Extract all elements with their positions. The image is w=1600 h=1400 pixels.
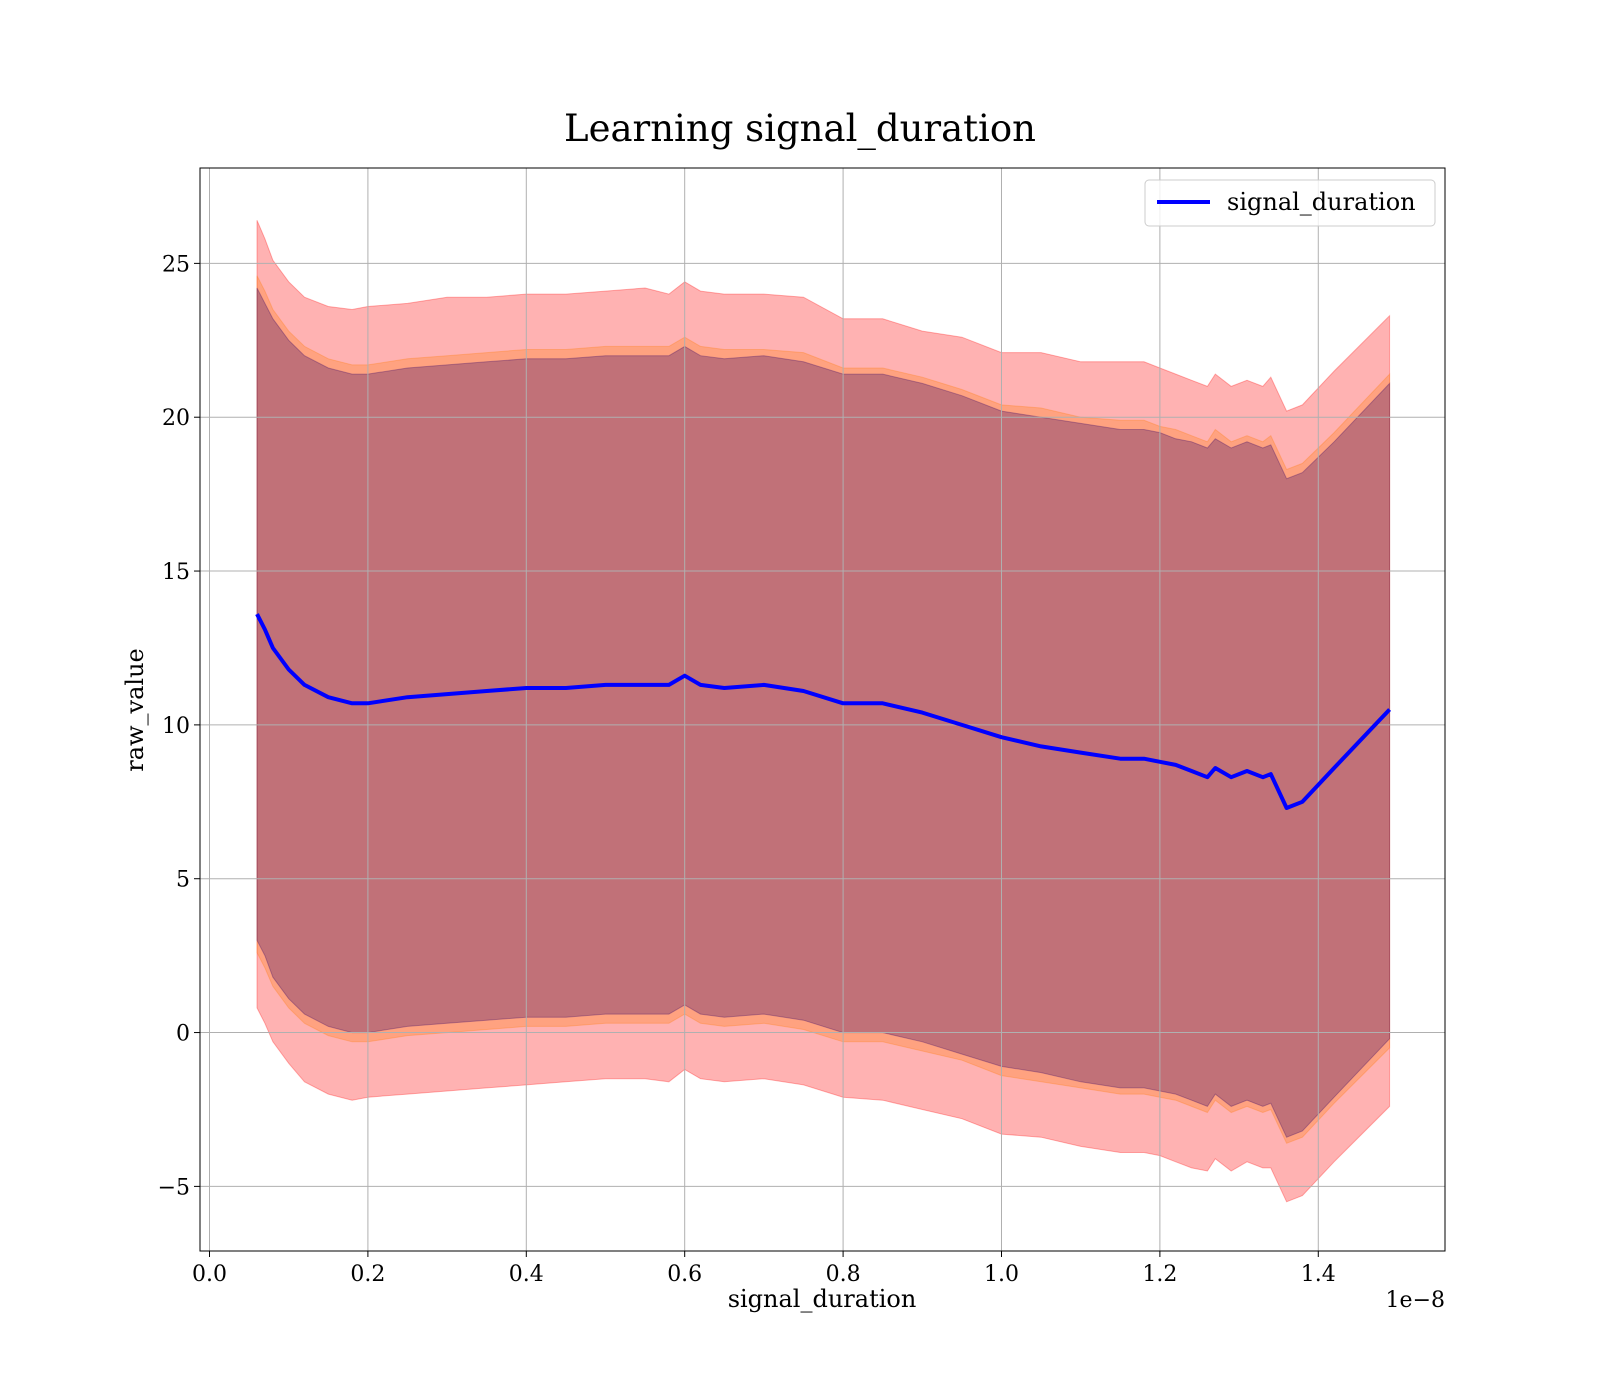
band-1 (256, 275, 1391, 1144)
x-tick-label-5: 1.0 (984, 1262, 1019, 1287)
y-tick-label-3: 10 (162, 714, 190, 739)
legend-label: signal_duration (1227, 188, 1416, 216)
y-tick-label-6: 25 (162, 252, 190, 277)
plot-frame (199, 167, 1446, 1252)
band-0 (256, 220, 1391, 1203)
x-axis-offset-label: 1e−8 (1386, 1288, 1445, 1313)
y-axis-ticks: −5 0 5 10 15 20 25 (158, 252, 200, 1200)
x-tick-label-3: 0.6 (667, 1262, 702, 1287)
confidence-bands (256, 220, 1391, 1203)
chart-title: Learning signal_duration (564, 107, 1036, 151)
x-axis-ticks: 0.0 0.2 0.4 0.6 0.8 1.0 1.2 1.4 (192, 1251, 1336, 1287)
y-axis-label: raw_value (121, 648, 149, 772)
series-line-0 (255, 613, 1392, 810)
series-lines (255, 613, 1392, 810)
band-2 (256, 287, 1391, 1138)
y-tick-label-4: 15 (162, 560, 190, 585)
x-tick-label-1: 0.2 (350, 1262, 385, 1287)
y-tick-label-5: 20 (162, 406, 190, 431)
x-tick-label-7: 1.4 (1301, 1262, 1336, 1287)
legend: signal_duration (1144, 179, 1436, 227)
grid-lines (200, 168, 1445, 1251)
x-tick-label-0: 0.0 (192, 1262, 227, 1287)
x-axis-label: signal_duration (728, 1285, 917, 1313)
x-tick-label-2: 0.4 (509, 1262, 544, 1287)
x-tick-label-4: 0.8 (826, 1262, 861, 1287)
y-tick-label-2: 5 (176, 868, 190, 893)
x-tick-label-6: 1.2 (1142, 1262, 1177, 1287)
legend-box (1144, 179, 1436, 227)
y-tick-label-0: −5 (158, 1175, 190, 1200)
y-tick-label-1: 0 (176, 1022, 190, 1047)
